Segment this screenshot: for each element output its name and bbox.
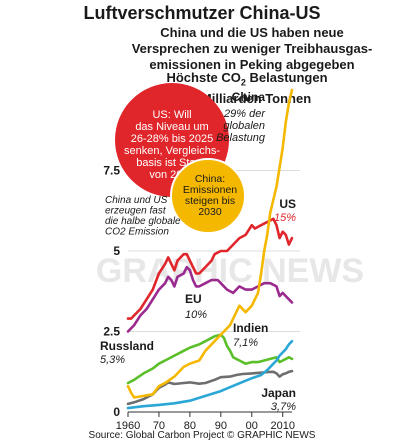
y-axis-label: Höchste CO2 Belastungen 10 Milliarden To… xyxy=(90,70,404,107)
china-callout-text: steigen bis xyxy=(185,195,235,207)
series-share-eu: 10% xyxy=(185,309,207,321)
subtitle-line: Versprechen zu weniger Treibhausgas- xyxy=(131,41,373,56)
series-share-japan: 3,7% xyxy=(271,401,296,413)
note-text: CO2 Emission xyxy=(105,227,169,238)
y-axis-label-sub: 2 xyxy=(240,77,246,88)
series-line-us xyxy=(126,217,294,320)
china-callout-text: Emissionen xyxy=(183,184,237,196)
series-share-us: 15% xyxy=(274,212,296,224)
series-share-indien: 7,1% xyxy=(233,337,258,349)
x-tick-label: 1960 xyxy=(116,420,140,432)
source-note: Source: Global Carbon Project © GRAPHIC … xyxy=(88,430,316,441)
us-callout-text: das Niveau um xyxy=(135,121,208,133)
series-label-us: US xyxy=(279,197,296,211)
subtitle-line: China und die US haben neue xyxy=(160,25,344,40)
y-axis-label-prefix: Höchste CO xyxy=(166,70,241,85)
y-tick-label: 5 xyxy=(113,244,120,258)
x-tick-label: 70 xyxy=(153,420,165,432)
y-axis-unit: 10 Milliarden Tonnen xyxy=(182,90,312,106)
watermark: GRAPHIC NEWS xyxy=(96,252,364,290)
series-line-eu xyxy=(126,265,294,333)
series-label-eu: EU xyxy=(185,292,202,306)
y-axis-label-suffix: Belastungen xyxy=(245,70,328,85)
x-tick-label: 2010 xyxy=(270,420,294,432)
series-share-china: Belastung xyxy=(216,132,266,144)
y-tick-label: 0 xyxy=(113,405,120,419)
us-callout-text: 26-28% bis 2025 xyxy=(131,133,214,145)
y-tick-label: 7.5 xyxy=(103,164,120,178)
series-label-indien: Indien xyxy=(233,321,268,335)
series-line-russland xyxy=(126,333,294,385)
subtitle-line: emissionen in Peking abgegeben xyxy=(149,57,355,72)
china-callout-text: China: xyxy=(195,173,225,185)
series-line-china xyxy=(126,88,294,399)
series-label-russland: Russland xyxy=(100,339,154,353)
series-line-indien xyxy=(126,339,294,410)
series-label-china: China xyxy=(232,90,266,104)
x-tick-label: 90 xyxy=(215,420,227,432)
chart-subtitle: China und die US haben neue Versprechen … xyxy=(100,25,404,73)
us-callout-text: US: Will xyxy=(152,109,191,121)
chart-title: Luftverschmutzer China-US xyxy=(83,3,321,23)
series-label-japan: Japan xyxy=(261,386,296,400)
series-share-china: globalen xyxy=(223,120,265,132)
us-callout-text: senken, Vergleichs- xyxy=(124,145,220,157)
y-tick-label: 2.5 xyxy=(103,325,120,339)
x-tick-label: 80 xyxy=(184,420,196,432)
x-tick-label: 00 xyxy=(246,420,258,432)
series-share-russland: 5,3% xyxy=(100,354,125,366)
series-line-japan xyxy=(126,369,294,406)
note-text: China und US xyxy=(105,195,168,206)
note-text: die halbe globale xyxy=(105,216,181,227)
series-share-china: 29% der xyxy=(223,108,266,120)
china-callout-circle xyxy=(170,158,246,234)
note-text: erzeugen fast xyxy=(105,206,167,217)
china-callout-text: 2030 xyxy=(198,206,222,218)
